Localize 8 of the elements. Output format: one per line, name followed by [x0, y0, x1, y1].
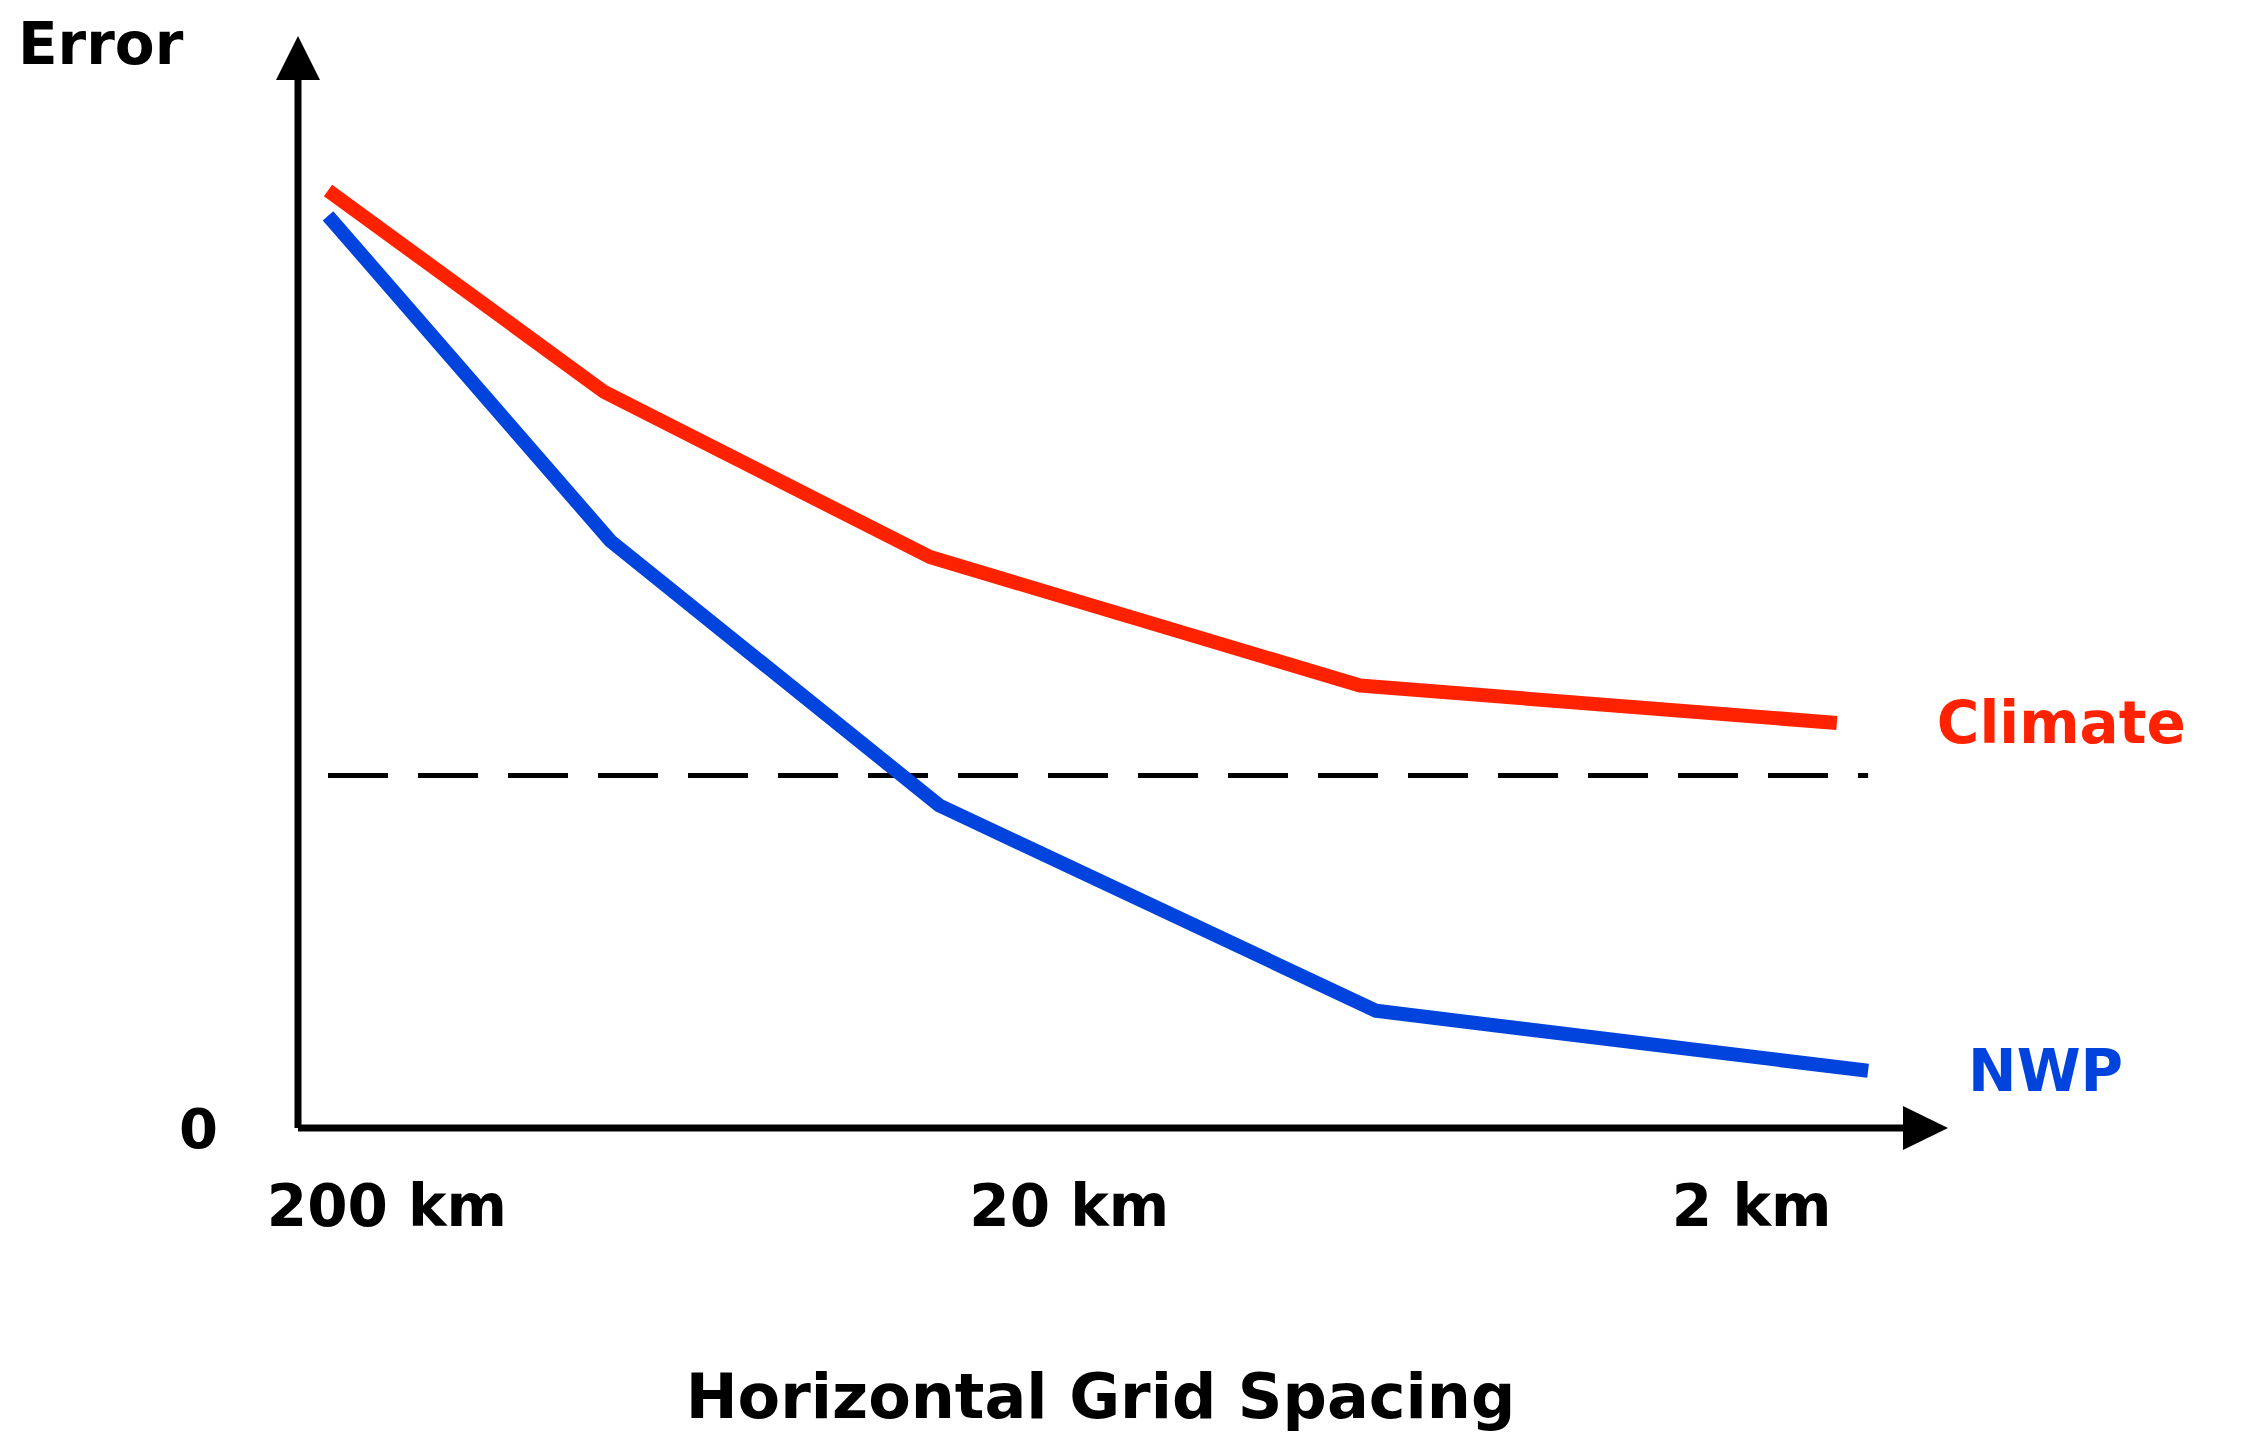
- series-label: NWP: [1968, 1036, 2124, 1105]
- y-axis-title: Error: [18, 10, 184, 78]
- x-tick-label: 20 km: [969, 1172, 1170, 1240]
- text: 0: [179, 1095, 218, 1161]
- x-tick-label: 2 km: [1671, 1172, 1832, 1240]
- x-tick-label: 200 km: [266, 1172, 508, 1240]
- x-axis-title: Horizontal Grid Spacing: [685, 1360, 1516, 1433]
- series-label: Climate: [1936, 689, 2186, 757]
